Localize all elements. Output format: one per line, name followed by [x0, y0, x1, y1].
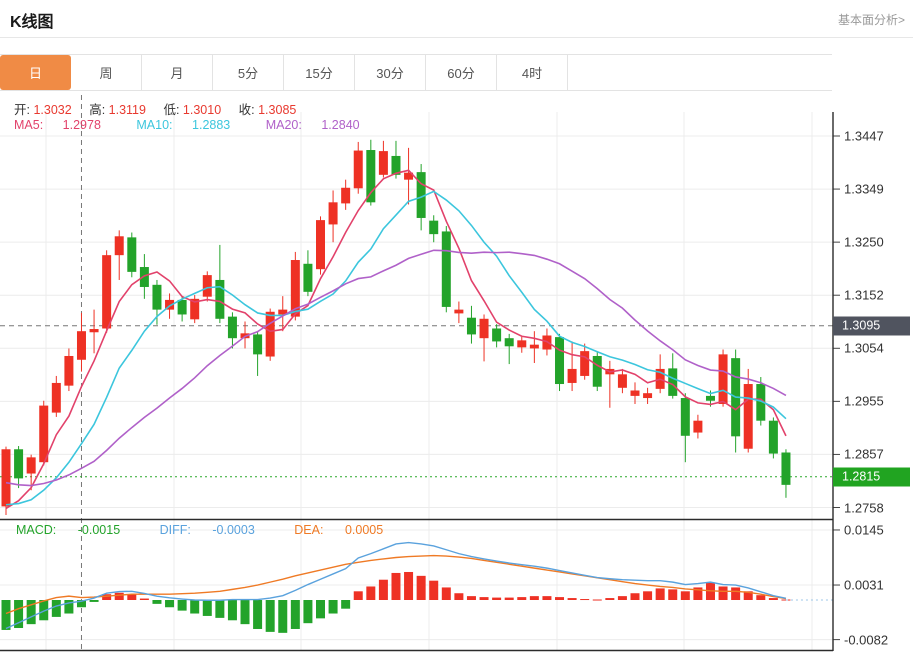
tab-15min[interactable]: 15分	[284, 55, 355, 90]
ma-legend: MA5: 1.2978 MA10: 1.2883 MA20: 1.2840	[14, 118, 392, 132]
macd-legend: MACD: -0.0015 DIFF: -0.0003 DEA: 0.0005	[16, 523, 419, 537]
price-axis-label: 1.3152	[844, 287, 884, 303]
price-axis-label: 1.2955	[844, 393, 884, 409]
high-value: 1.3119	[108, 103, 146, 117]
price-axis-label: 1.3054	[844, 340, 884, 356]
macd-axis-label: -0.0082	[844, 632, 889, 648]
price-axis-label: 1.2857	[844, 446, 884, 462]
period-tab-bar: 日 周 月 5分 15分 30分 60分 4时	[0, 54, 832, 91]
price-axis-label: 1.3349	[844, 181, 884, 197]
tab-30min[interactable]: 30分	[355, 55, 426, 90]
macd-axis-label: 0.0031	[844, 577, 884, 593]
tab-60min[interactable]: 60分	[426, 55, 497, 90]
tab-4hour[interactable]: 4时	[497, 55, 568, 90]
ohlc-legend: 开: 1.3032 高: 1.3119 低: 1.3010 收: 1.3085	[14, 99, 310, 118]
page-title: K线图	[10, 14, 54, 31]
ma20-value: MA20: 1.2840	[265, 118, 360, 132]
ma5-value: MA5: 1.2978	[14, 118, 101, 132]
open-value: 1.3032	[33, 103, 72, 117]
open-label: 开:	[14, 103, 30, 117]
close-value: 1.3085	[258, 103, 297, 117]
close-label: 收:	[238, 103, 255, 117]
dea-value: DEA: 0.0005	[294, 523, 384, 537]
macd-value: MACD: -0.0015	[16, 523, 121, 537]
high-label: 高:	[89, 103, 106, 117]
macd-axis-label: 0.0145	[844, 522, 884, 538]
tab-week[interactable]: 周	[71, 55, 142, 90]
diff-value: DIFF: -0.0003	[159, 523, 255, 537]
tab-5min[interactable]: 5分	[213, 55, 284, 90]
crosshair-price-badge: 1.3095	[833, 316, 910, 336]
header-divider	[0, 37, 913, 38]
tab-day[interactable]: 日	[0, 55, 71, 90]
low-label: 低:	[163, 103, 180, 117]
fundamental-analysis-link[interactable]: 基本面分析>	[837, 13, 905, 27]
price-axis-label: 1.3447	[844, 128, 884, 144]
price-axis-label: 1.3250	[844, 234, 884, 250]
last-price-badge: 1.2815	[833, 467, 910, 487]
low-value: 1.3010	[182, 103, 222, 117]
ma10-value: MA10: 1.2883	[136, 118, 231, 132]
tab-month[interactable]: 月	[142, 55, 213, 90]
price-axis-label: 1.2758	[844, 500, 884, 515]
